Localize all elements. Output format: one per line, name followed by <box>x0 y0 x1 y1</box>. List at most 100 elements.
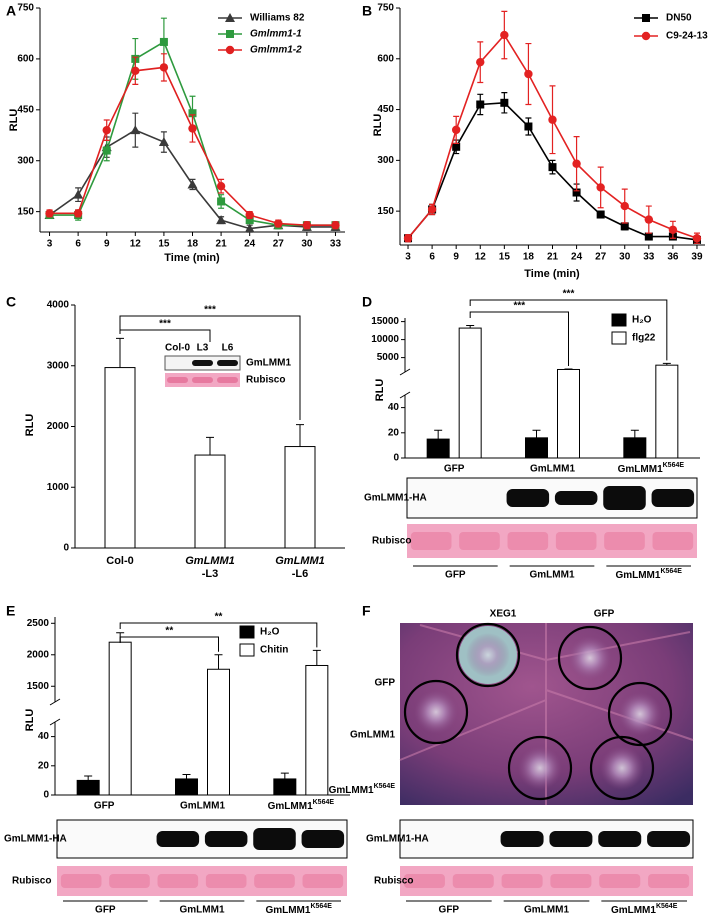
lane-label: L3 <box>197 343 209 354</box>
x-tick-label: 12 <box>475 252 487 263</box>
marker <box>692 234 702 243</box>
group-label: GmLMM1K564E <box>611 903 678 914</box>
x-axis-label: Time (min) <box>524 268 580 280</box>
bar <box>305 664 329 796</box>
error-bar <box>214 654 223 670</box>
x-tick-label: GmLMM1 <box>180 801 225 812</box>
marker <box>524 122 533 131</box>
x-tick-label: 18 <box>523 252 535 263</box>
marker <box>73 209 83 218</box>
panel-label: E <box>6 603 15 619</box>
y-tick-label: 2000 <box>47 421 70 432</box>
x-tick-label: 6 <box>75 239 81 250</box>
error-bar <box>296 424 304 447</box>
y-tick-label: 20 <box>38 760 50 771</box>
x-tick-label: 24 <box>571 252 583 263</box>
x-tick-label: 3 <box>47 239 53 250</box>
significance-label: *** <box>513 301 525 312</box>
x-tick-label: 21 <box>216 239 228 250</box>
group-label: GFP <box>445 570 466 581</box>
group-label: GFP <box>439 905 460 914</box>
legend-label: H₂O <box>260 627 280 638</box>
rubisco-band <box>555 532 597 550</box>
rubisco-band <box>109 874 150 888</box>
group-label-sup: K564E <box>310 903 332 910</box>
blot-row-label: Rubisco <box>12 876 51 887</box>
marker <box>188 109 197 118</box>
x-tick-label: 18 <box>187 239 199 250</box>
legend-label: Chitin <box>260 645 288 656</box>
panel-label: C <box>6 294 16 310</box>
x-tick-label-line: GmLMM1 <box>185 555 235 567</box>
blot-row <box>57 866 347 896</box>
x-tick-label: 9 <box>453 252 459 263</box>
error-bar <box>312 649 321 666</box>
bar <box>426 438 450 459</box>
y-tick-label: 40 <box>38 731 50 742</box>
legend-label: DN50 <box>666 13 692 24</box>
y-tick-label: 150 <box>377 206 394 217</box>
group-label: GmLMM1 <box>530 570 575 581</box>
bar <box>207 668 230 796</box>
marker <box>596 210 605 219</box>
group-label-sup: K564E <box>656 903 678 910</box>
legend-swatch <box>611 331 627 345</box>
marker <box>548 115 557 124</box>
lesion-spot <box>518 746 562 790</box>
row-label-base: GmLMM1 <box>329 785 374 796</box>
marker <box>548 163 557 172</box>
significance-bracket <box>469 311 569 366</box>
legend-label: Gmlmm1-2 <box>250 45 302 56</box>
marker <box>620 201 629 211</box>
rubisco-band <box>302 874 344 888</box>
marker <box>668 225 678 234</box>
group-label-base: GmLMM1 <box>265 905 310 914</box>
marker <box>130 125 141 135</box>
blot-row <box>56 819 348 859</box>
blot-row-label: GmLMM1-HA <box>4 834 67 845</box>
blot-row-label: Rubisco <box>374 876 413 887</box>
group-label-base: GmLMM1 <box>615 570 660 581</box>
legend-label: C9-24-13 <box>666 31 708 42</box>
error-bar <box>182 774 191 779</box>
legend-label: Gmlmm1-1 <box>250 29 302 40</box>
x-tick-label: GFP <box>94 801 115 812</box>
significance-bracket <box>119 636 219 652</box>
lane-label: Col-0 <box>165 343 190 354</box>
marker <box>102 146 111 155</box>
marker <box>225 45 235 55</box>
blot-row-label: GmLMM1-HA <box>366 834 429 845</box>
y-axis-label: RLU <box>374 379 386 402</box>
marker <box>45 209 54 218</box>
bar <box>76 779 100 796</box>
rubisco-band <box>652 532 694 550</box>
row-label-sup: K564E <box>374 783 396 790</box>
marker <box>500 30 509 40</box>
blot-row <box>399 819 694 859</box>
y-tick-label: 20 <box>388 427 400 438</box>
rubisco-band <box>604 532 645 550</box>
rubisco-band <box>60 874 102 888</box>
lane-label: L6 <box>222 343 234 354</box>
row-label: GmLMM1K564E <box>329 783 396 796</box>
y-tick-label: 0 <box>393 453 399 464</box>
rubisco-band <box>550 874 592 888</box>
lesion-spot <box>466 633 510 677</box>
marker <box>500 98 509 107</box>
bar <box>284 446 316 549</box>
x-tick-label: GmLMM1 <box>530 464 575 475</box>
column-label: XEG1 <box>490 609 517 620</box>
y-tick-label: 300 <box>377 155 394 166</box>
y-tick-label: 2000 <box>27 649 50 660</box>
error-bar <box>206 436 214 456</box>
marker <box>572 159 581 168</box>
x-tick-label: 6 <box>429 252 435 263</box>
bar <box>623 437 647 459</box>
marker <box>476 100 485 109</box>
x-tick-label: 39 <box>691 252 703 263</box>
bar <box>104 367 136 549</box>
x-tick-label: GmLMM1 -L3 <box>185 555 235 580</box>
y-tick-label: 10000 <box>371 334 399 345</box>
rubisco-band <box>599 874 641 888</box>
significance-bracket <box>119 315 301 420</box>
